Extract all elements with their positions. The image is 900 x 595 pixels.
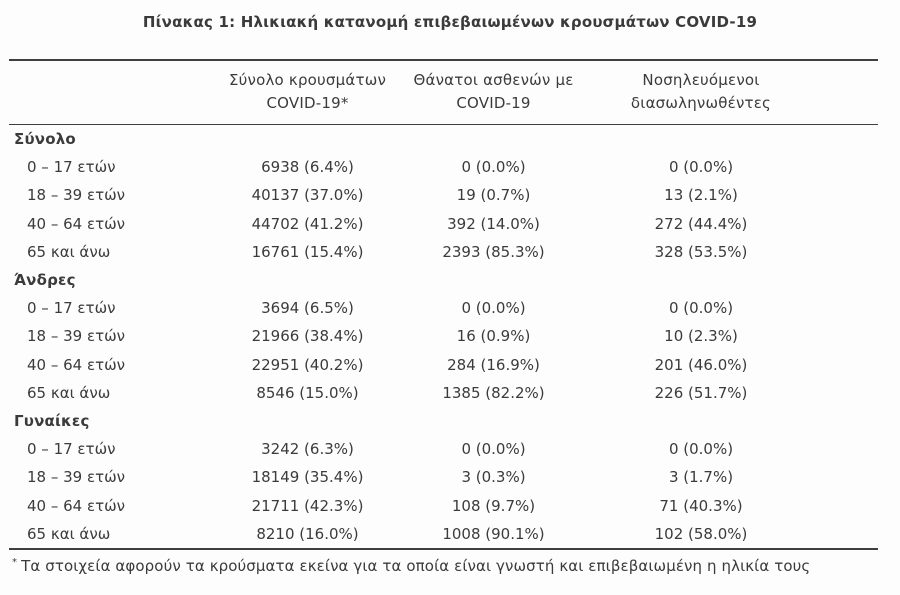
cases-cell: 21711 (42.3%) <box>251 496 364 515</box>
cases-cell: 8210 (16.0%) <box>256 524 359 543</box>
cases-cell: 21966 (38.4%) <box>251 327 364 346</box>
footnote-text: Τα στοιχεία αφορούν τα κρούσματα εκείνα … <box>21 556 811 575</box>
section-header-row: Άνδρες <box>9 266 878 294</box>
row-label: 18 – 39 ετών <box>27 468 126 487</box>
table-row: 65 και άνω 8546 (15.0%) 1385 (82.2%) 226… <box>9 379 878 407</box>
section-header-total: Σύνολο <box>14 130 76 149</box>
intubated-cell: 13 (2.1%) <box>664 186 738 205</box>
intubated-cell: 71 (40.3%) <box>659 496 743 515</box>
intubated-cell: 328 (53.5%) <box>654 242 748 261</box>
deaths-cell: 1008 (90.1%) <box>442 524 545 543</box>
header-spacer-cell <box>821 60 878 125</box>
row-label: 65 και άνω <box>27 242 111 261</box>
deaths-cell: 2393 (85.3%) <box>442 242 545 261</box>
row-label: 65 και άνω <box>27 524 111 543</box>
spacer-cell <box>821 153 878 181</box>
intubated-cell: 201 (46.0%) <box>654 355 748 374</box>
spacer-cell <box>821 491 878 519</box>
column-header-intubated: Νοσηλευόμενοι διασωληνωθέντες <box>581 60 821 125</box>
row-label: 0 – 17 ετών <box>27 440 116 459</box>
table-row: 18 – 39 ετών 21966 (38.4%) 16 (0.9%) 10 … <box>9 322 878 350</box>
spacer-cell <box>821 520 878 549</box>
table-row: 18 – 39 ετών 40137 (37.0%) 19 (0.7%) 13 … <box>9 181 878 209</box>
deaths-cell: 0 (0.0%) <box>461 440 526 459</box>
deaths-cell: 19 (0.7%) <box>456 186 531 205</box>
section-header-women: Γυναίκες <box>14 411 90 430</box>
deaths-cell: 3 (0.3%) <box>461 468 526 487</box>
table-row: 40 – 64 ετών 21711 (42.3%) 108 (9.7%) 71… <box>9 491 878 519</box>
row-label: 65 και άνω <box>27 383 111 402</box>
table-header: Σύνολο κρουσμάτων COVID-19* Θάνατοι ασθε… <box>9 60 878 125</box>
footnote-asterisk-marker: * <box>12 556 18 568</box>
spacer-cell <box>821 463 878 491</box>
row-label: 18 – 39 ετών <box>27 327 126 346</box>
table-body: Σύνολο 0 – 17 ετών 6938 (6.4%) 0 (0.0%) … <box>9 125 878 549</box>
table-row: 0 – 17 ετών 6938 (6.4%) 0 (0.0%) 0 (0.0%… <box>9 153 878 181</box>
intubated-cell: 0 (0.0%) <box>668 299 734 318</box>
table-row: 40 – 64 ετών 44702 (41.2%) 392 (14.0%) 2… <box>9 210 878 238</box>
header-empty-cell <box>9 60 209 125</box>
deaths-cell: 392 (14.0%) <box>447 214 540 233</box>
deaths-cell: 108 (9.7%) <box>451 496 536 515</box>
table-row: 0 – 17 ετών 3242 (6.3%) 0 (0.0%) 0 (0.0%… <box>9 435 878 463</box>
table-title: Πίνακας 1: Ηλικιακή κατανομή επιβεβαιωμέ… <box>142 13 758 31</box>
spacer-cell <box>821 210 878 238</box>
deaths-cell: 1385 (82.2%) <box>442 383 545 402</box>
intubated-cell: 272 (44.4%) <box>654 214 748 233</box>
row-label: 18 – 39 ετών <box>27 186 126 205</box>
table-row: 0 – 17 ετών 3694 (6.5%) 0 (0.0%) 0 (0.0%… <box>9 294 878 322</box>
spacer-cell <box>821 379 878 407</box>
column-header-cases: Σύνολο κρουσμάτων COVID-19* <box>209 60 406 125</box>
cases-cell: 16761 (15.4%) <box>251 242 364 261</box>
header-row: Σύνολο κρουσμάτων COVID-19* Θάνατοι ασθε… <box>9 60 878 125</box>
cases-cell: 3242 (6.3%) <box>261 440 354 459</box>
row-label: 40 – 64 ετών <box>27 496 126 515</box>
column-header-line: διασωληνωθέντες <box>630 94 772 112</box>
row-label: 0 – 17 ετών <box>27 299 116 318</box>
section-header-row: Σύνολο <box>9 125 878 154</box>
column-header-line: Νοσηλευόμενοι <box>642 71 760 89</box>
column-header-line: Σύνολο κρουσμάτων <box>228 71 387 89</box>
spacer-cell <box>821 294 878 322</box>
spacer-cell <box>821 435 878 463</box>
spacer-cell <box>821 351 878 379</box>
cases-cell: 40137 (37.0%) <box>251 186 364 205</box>
cases-cell: 18149 (35.4%) <box>251 468 364 487</box>
cases-cell: 22951 (40.2%) <box>251 355 364 374</box>
cases-cell: 8546 (15.0%) <box>256 383 359 402</box>
spacer-cell <box>821 238 878 266</box>
section-header-row: Γυναίκες <box>9 407 878 435</box>
cases-cell: 3694 (6.5%) <box>261 299 354 318</box>
column-header-line: COVID-19 <box>456 94 531 112</box>
row-label: 0 – 17 ετών <box>27 158 116 177</box>
column-header-line: COVID-19* <box>266 94 349 112</box>
intubated-cell: 10 (2.3%) <box>664 327 738 346</box>
cases-cell: 44702 (41.2%) <box>251 214 364 233</box>
table-row: 65 και άνω 16761 (15.4%) 2393 (85.3%) 32… <box>9 238 878 266</box>
table-row: 40 – 64 ετών 22951 (40.2%) 284 (16.9%) 2… <box>9 351 878 379</box>
deaths-cell: 0 (0.0%) <box>461 158 526 177</box>
spacer-cell <box>821 322 878 350</box>
intubated-cell: 102 (58.0%) <box>654 524 748 543</box>
intubated-cell: 3 (1.7%) <box>668 468 734 487</box>
section-header-men: Άνδρες <box>14 271 76 290</box>
cases-cell: 6938 (6.4%) <box>261 158 354 177</box>
row-label: 40 – 64 ετών <box>27 355 126 374</box>
deaths-cell: 0 (0.0%) <box>461 299 526 318</box>
column-header-line: Θάνατοι ασθενών με <box>413 71 574 89</box>
intubated-cell: 0 (0.0%) <box>668 158 734 177</box>
table-row: 65 και άνω 8210 (16.0%) 1008 (90.1%) 102… <box>9 520 878 549</box>
intubated-cell: 226 (51.7%) <box>654 383 748 402</box>
row-label: 40 – 64 ετών <box>27 214 126 233</box>
spacer-cell <box>821 181 878 209</box>
intubated-cell: 0 (0.0%) <box>668 440 734 459</box>
deaths-cell: 284 (16.9%) <box>447 355 540 374</box>
column-header-deaths: Θάνατοι ασθενών με COVID-19 <box>406 60 581 125</box>
deaths-cell: 16 (0.9%) <box>456 327 531 346</box>
covid-age-table: Σύνολο κρουσμάτων COVID-19* Θάνατοι ασθε… <box>9 59 878 550</box>
table-row: 18 – 39 ετών 18149 (35.4%) 3 (0.3%) 3 (1… <box>9 463 878 491</box>
footnote: * Τα στοιχεία αφορούν τα κρούσματα εκείνα… <box>12 557 900 575</box>
